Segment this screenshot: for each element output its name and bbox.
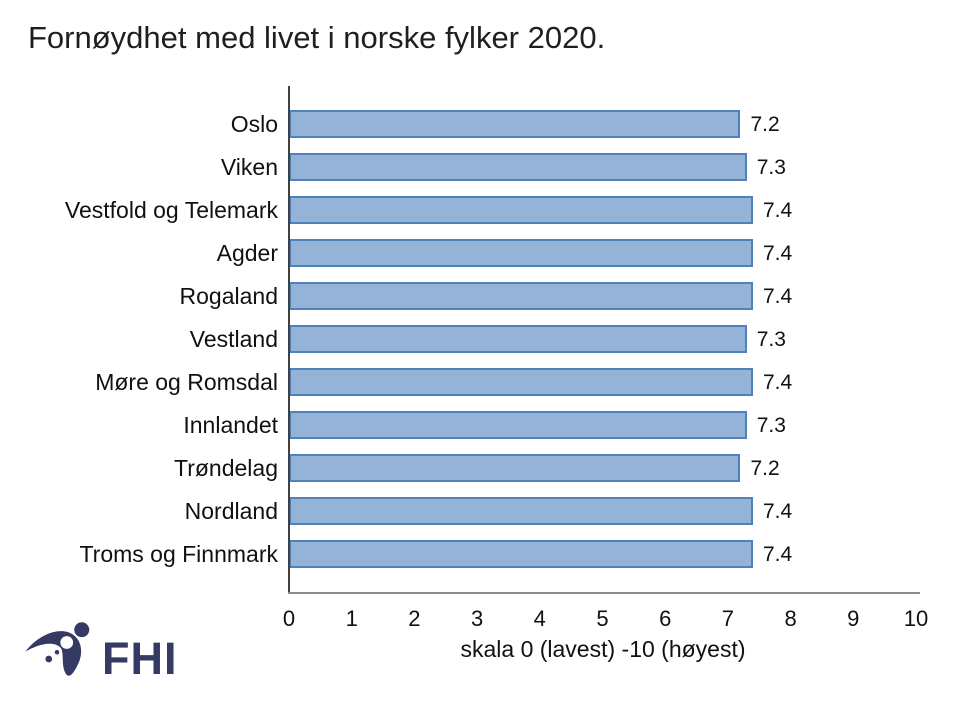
bar	[289, 239, 753, 267]
value-label: 7.2	[750, 457, 780, 480]
bar	[289, 196, 753, 224]
value-label: 7.3	[756, 328, 786, 351]
x-tick-label: 1	[345, 606, 358, 631]
category-label: Troms og Finnmark	[79, 541, 278, 567]
x-tick-label: 9	[847, 606, 860, 631]
category-label: Oslo	[230, 111, 278, 137]
value-label: 7.4	[762, 285, 793, 308]
category-label: Møre og Romsdal	[95, 369, 278, 395]
x-tick-label: 5	[596, 606, 609, 631]
x-tick-label: 3	[470, 606, 484, 631]
fhi-swoosh-figure-icon	[22, 620, 98, 691]
category-label: Viken	[220, 154, 278, 180]
value-label: 7.4	[762, 199, 793, 222]
bar	[289, 325, 747, 353]
category-label: Trøndelag	[174, 455, 278, 481]
bar	[289, 110, 741, 138]
fhi-logo-text: FHI	[102, 632, 178, 684]
chart-title: Fornøydhet med livet i norske fylker 202…	[28, 20, 606, 55]
x-tick-label: 8	[784, 606, 797, 631]
value-label: 7.3	[756, 156, 786, 179]
x-tick-label: 6	[659, 606, 672, 631]
value-label: 7.3	[756, 414, 786, 437]
bar	[289, 411, 747, 439]
value-label: 7.4	[762, 500, 793, 523]
x-tick-label: 7	[721, 606, 735, 631]
category-label: Agder	[216, 240, 278, 266]
value-label: 7.2	[750, 113, 780, 136]
bar	[289, 540, 753, 568]
bar	[289, 282, 753, 310]
x-tick-label: 4	[533, 606, 546, 631]
bar	[289, 153, 747, 181]
x-tick-label: 10	[903, 606, 929, 631]
bar	[289, 368, 753, 396]
category-label: Nordland	[184, 498, 278, 524]
category-label: Vestland	[189, 326, 278, 352]
category-label: Innlandet	[183, 412, 278, 438]
value-label: 7.4	[762, 543, 793, 566]
category-label: Rogaland	[179, 283, 278, 309]
y-axis-line	[288, 86, 290, 594]
value-label: 7.4	[762, 242, 793, 265]
x-axis-line	[288, 592, 920, 594]
value-label: 7.4	[762, 371, 793, 394]
x-tick-label: 0	[282, 606, 296, 631]
x-axis-title: skala 0 (lavest) -10 (høyest)	[460, 636, 746, 662]
bar	[289, 497, 753, 525]
bar	[289, 454, 741, 482]
fhi-logo: FHI	[22, 620, 178, 691]
x-tick-label: 2	[408, 606, 421, 631]
category-label: Vestfold og Telemark	[64, 197, 278, 223]
